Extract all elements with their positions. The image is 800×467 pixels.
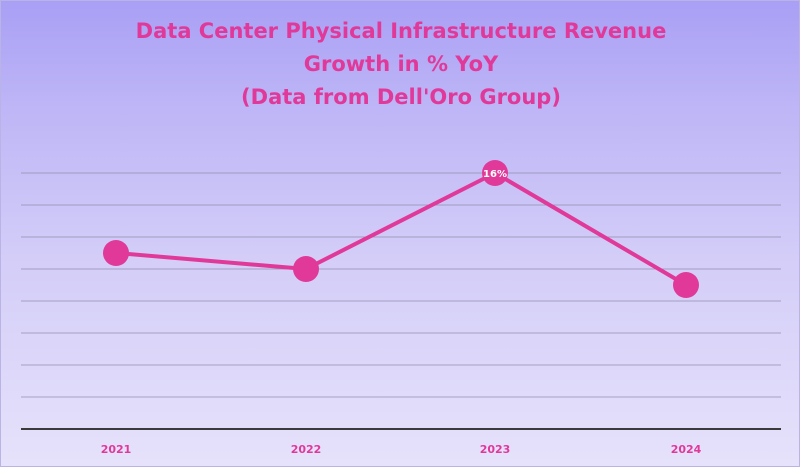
- gridlines: [21, 172, 781, 398]
- chart-title-line-2: Growth in % YoY: [303, 52, 499, 76]
- series-line: [114, 171, 688, 287]
- data-point-2021: [103, 240, 129, 266]
- x-tick-label-2021: 2021: [101, 443, 132, 456]
- x-tick-label-2022: 2022: [291, 443, 322, 456]
- chart-title-line-1: Data Center Physical Infrastructure Reve…: [135, 19, 667, 43]
- x-axis-ticks: 2021 2022 2023 2024: [101, 443, 702, 456]
- data-point-2024: [673, 272, 699, 298]
- chart-title: Data Center Physical Infrastructure Reve…: [1, 15, 799, 114]
- data-point-2022: [293, 256, 319, 282]
- x-tick-label-2024: 2024: [671, 443, 702, 456]
- series-line-layer: [114, 171, 688, 287]
- data-points: 16%: [103, 160, 699, 298]
- x-tick-label-2023: 2023: [480, 443, 511, 456]
- chart-title-line-3: (Data from Dell'Oro Group): [241, 85, 561, 109]
- data-point-2023: [482, 160, 508, 186]
- data-label-2023: 16%: [483, 169, 507, 180]
